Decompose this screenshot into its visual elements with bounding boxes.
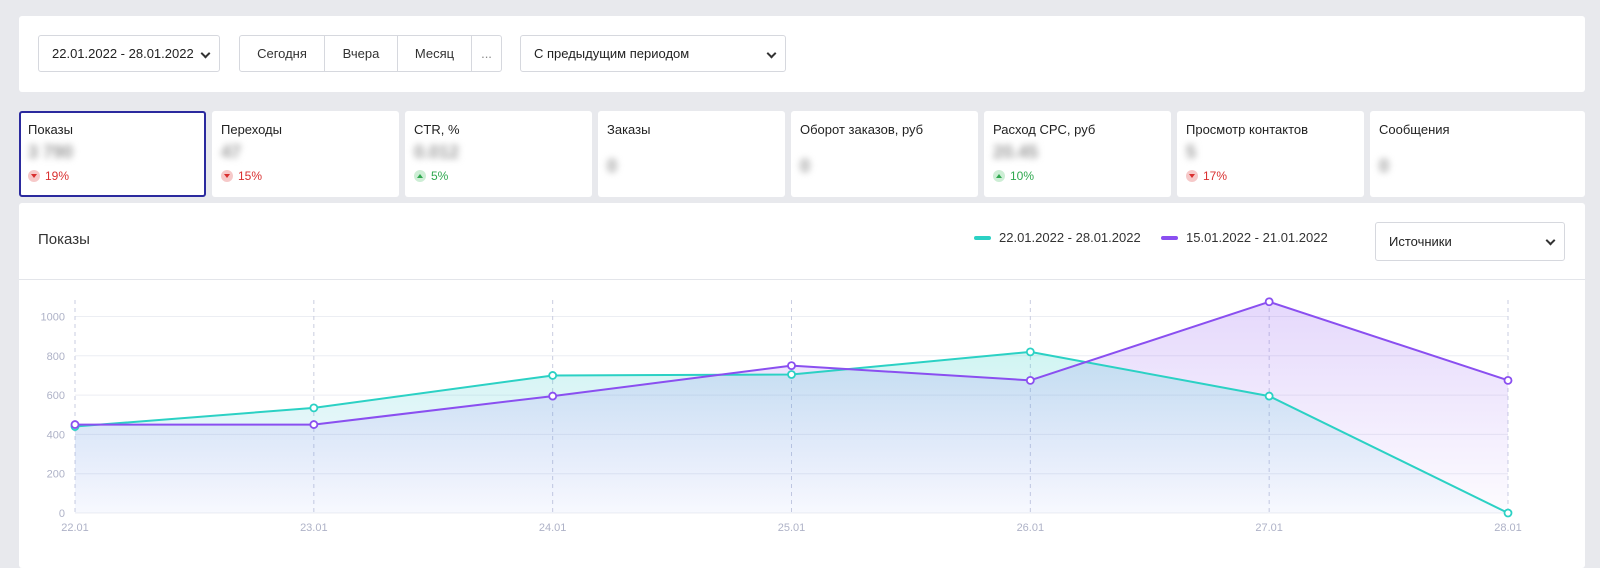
x-tick-label: 22.01 — [61, 522, 89, 534]
metric-change: 19% — [28, 169, 197, 183]
x-tick-label: 26.01 — [1017, 522, 1045, 534]
metric-change: 15% — [221, 169, 390, 183]
data-point-current — [787, 370, 796, 379]
metric-change-value: 17% — [1203, 169, 1228, 183]
metric-change: 17% — [1186, 169, 1355, 183]
x-tick-label: 27.01 — [1255, 522, 1283, 534]
x-tick-label: 24.01 — [539, 522, 567, 534]
compare-period-select[interactable]: С предыдущим периодом — [520, 35, 786, 72]
chevron-down-icon — [766, 48, 777, 59]
metric-card-orders[interactable]: Заказы 0 — [598, 111, 785, 197]
metric-card-ctr[interactable]: CTR, % 0.012 5% — [405, 111, 592, 197]
y-tick-label: 0 — [59, 508, 65, 520]
period-today-button[interactable]: Сегодня — [240, 36, 325, 71]
metric-title: Показы — [28, 122, 73, 137]
chart-panel: Показы 22.01.2022 - 28.01.2022 15.01.202… — [19, 203, 1585, 568]
legend-item-current[interactable]: 22.01.2022 - 28.01.2022 — [974, 230, 1141, 245]
data-point-previous — [70, 420, 80, 429]
metric-change: 5% — [414, 169, 583, 183]
sources-select[interactable]: Источники — [1375, 222, 1565, 261]
data-point-current — [548, 371, 558, 380]
metric-value: 20.45 — [993, 142, 1039, 162]
legend-label: 15.01.2022 - 21.01.2022 — [1186, 230, 1328, 245]
metric-value: 0 — [800, 156, 811, 176]
x-tick-label: 28.01 — [1494, 522, 1522, 534]
metric-value: 0 — [1379, 156, 1390, 176]
period-month-button[interactable]: Месяц — [398, 36, 472, 71]
chart-header: Показы 22.01.2022 - 28.01.2022 15.01.202… — [19, 203, 1585, 280]
date-range-select[interactable]: 22.01.2022 - 28.01.2022 — [38, 35, 220, 72]
sources-select-value: Источники — [1389, 234, 1452, 249]
y-tick-label: 400 — [47, 429, 65, 441]
metric-title: Переходы — [221, 122, 282, 137]
data-point-previous — [1025, 375, 1035, 385]
x-tick-label: 25.01 — [778, 522, 806, 534]
y-tick-label: 600 — [47, 390, 65, 402]
metric-title: CTR, % — [414, 122, 460, 137]
metric-title: Расход CPC, руб — [993, 122, 1096, 137]
data-point-previous — [1503, 375, 1513, 385]
line-chart: 0 200 400 600 800 1000 22.01 23.01 24.01 25.01 26.… — [41, 297, 1522, 534]
metric-card-order-turnover[interactable]: Оборот заказов, руб 0 — [791, 111, 978, 197]
arrow-down-icon — [221, 170, 233, 182]
legend-item-previous[interactable]: 15.01.2022 - 21.01.2022 — [1161, 230, 1328, 245]
data-point-previous — [309, 420, 319, 429]
quick-period-group: Сегодня Вчера Месяц ... — [239, 35, 502, 72]
arrow-down-icon — [28, 170, 40, 182]
period-more-button[interactable]: ... — [481, 46, 492, 61]
metric-card-cpc-spend[interactable]: Расход CPC, руб 20.45 10% — [984, 111, 1171, 197]
legend-label: 22.01.2022 - 28.01.2022 — [999, 230, 1141, 245]
metric-card-impressions[interactable]: Показы 3 790 19% — [19, 111, 206, 197]
metric-value: 3 790 — [28, 142, 74, 162]
y-tick-label: 1000 — [41, 312, 65, 324]
metric-value: 0 — [607, 156, 618, 176]
date-range-value: 22.01.2022 - 28.01.2022 — [52, 46, 194, 61]
data-point-current — [309, 403, 319, 413]
metric-change-value: 19% — [45, 169, 70, 183]
metric-value: 47 — [221, 142, 242, 162]
chevron-down-icon — [200, 48, 211, 59]
metric-card-contact-views[interactable]: Просмотр контактов 5 17% — [1177, 111, 1364, 197]
metric-title: Сообщения — [1379, 122, 1450, 137]
metric-title: Заказы — [607, 122, 651, 137]
filter-panel: 22.01.2022 - 28.01.2022 Сегодня Вчера Ме… — [19, 16, 1585, 92]
y-tick-label: 200 — [47, 469, 65, 481]
data-point-current — [1503, 508, 1513, 518]
metrics-row: Показы 3 790 19% Переходы 47 15% CTR, % … — [19, 111, 1585, 197]
metric-title: Просмотр контактов — [1186, 122, 1309, 137]
metric-change: 10% — [993, 169, 1162, 183]
arrow-up-icon — [993, 170, 1005, 182]
metric-change-value: 15% — [238, 169, 263, 183]
period-yesterday-button[interactable]: Вчера — [325, 36, 398, 71]
metric-card-messages[interactable]: Сообщения 0 — [1370, 111, 1585, 197]
data-point-current — [1025, 347, 1035, 357]
compare-period-value: С предыдущим периодом — [534, 46, 690, 61]
metric-title: Оборот заказов, руб — [800, 122, 924, 137]
metric-value: 0.012 — [414, 142, 460, 162]
data-point-previous — [787, 361, 796, 371]
metric-card-clicks[interactable]: Переходы 47 15% — [212, 111, 399, 197]
chart-title: Показы — [38, 231, 90, 248]
y-tick-label: 800 — [47, 351, 65, 363]
metric-value: 5 — [1186, 142, 1197, 162]
x-tick-label: 23.01 — [300, 522, 328, 534]
data-point-previous — [548, 391, 558, 401]
arrow-up-icon — [414, 170, 426, 182]
data-point-previous — [1264, 297, 1274, 307]
arrow-down-icon — [1186, 170, 1198, 182]
legend-swatch — [1161, 235, 1178, 240]
metric-change-value: 10% — [1010, 169, 1035, 183]
legend-swatch — [974, 235, 991, 240]
data-point-current — [1264, 391, 1274, 401]
metric-change-value: 5% — [431, 169, 449, 183]
